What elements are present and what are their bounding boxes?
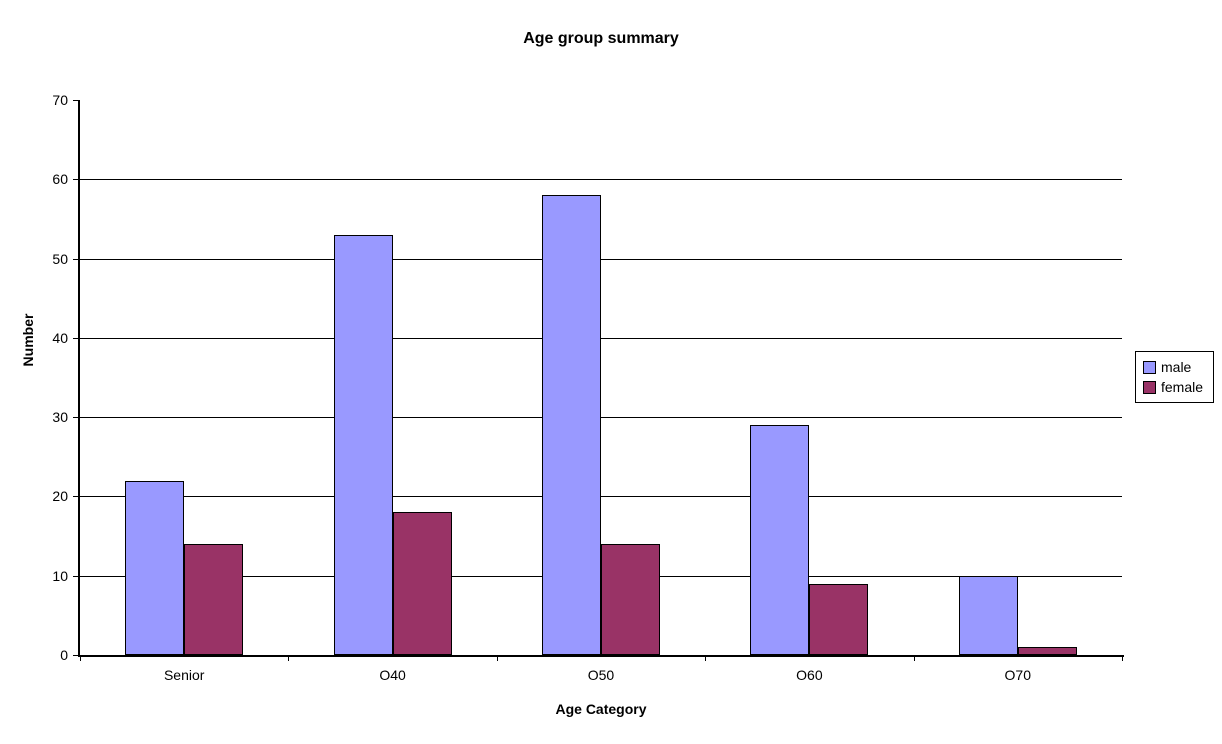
x-tick-5 — [1122, 655, 1123, 661]
y-tick-70 — [73, 100, 80, 101]
y-tick-60 — [73, 179, 80, 181]
y-tick-label-70: 70 — [52, 92, 68, 108]
gridline-20 — [80, 496, 1122, 498]
y-tick-label-10: 10 — [52, 567, 68, 584]
gridline-60 — [80, 179, 1122, 181]
y-tick-label-0: 0 — [60, 647, 68, 663]
x-axis-title: Age Category — [555, 701, 647, 717]
chart-title: Age group summary — [523, 30, 679, 47]
y-tick-label-40: 40 — [52, 329, 68, 346]
bar-female-O70 — [1017, 647, 1077, 655]
bar-female-O40 — [392, 512, 452, 655]
bar-female-O50 — [601, 544, 660, 655]
bar-female-Senior — [184, 544, 244, 655]
y-tick-label-60: 60 — [52, 171, 68, 188]
y-tick-label-50: 50 — [52, 250, 68, 267]
legend-label-male: male — [1161, 359, 1192, 375]
y-tick-30 — [73, 417, 80, 419]
bar-male-O40 — [333, 234, 393, 655]
gridline-30 — [80, 417, 1122, 419]
bar-female-O60 — [809, 583, 869, 655]
x-axis-line — [78, 655, 1124, 657]
x-tick-4 — [913, 655, 915, 661]
male-series-swatch-icon — [1143, 360, 1156, 374]
y-axis-line — [78, 100, 80, 657]
female-series-swatch-icon — [1143, 380, 1156, 394]
x-category-label-O70: O70 — [1004, 667, 1032, 683]
legend: male female — [1135, 351, 1214, 403]
y-tick-50 — [73, 258, 80, 260]
x-category-label-Senior: Senior — [163, 667, 205, 683]
bar-male-Senior — [125, 480, 185, 655]
x-tick-3 — [705, 655, 707, 661]
y-tick-20 — [73, 496, 80, 498]
bar-male-O50 — [542, 195, 601, 655]
x-tick-1 — [288, 655, 290, 661]
y-tick-label-30: 30 — [52, 409, 68, 426]
y-tick-10 — [73, 575, 80, 577]
x-category-label-O40: O40 — [379, 667, 406, 683]
legend-item-female: female — [1143, 377, 1211, 397]
y-tick-40 — [73, 337, 80, 339]
gridline-50 — [80, 258, 1122, 260]
x-category-label-O50: O50 — [587, 667, 615, 683]
x-tick-0 — [80, 655, 81, 661]
legend-label-female: female — [1161, 379, 1204, 395]
gridline-40 — [80, 337, 1122, 339]
y-tick-label-20: 20 — [52, 488, 68, 505]
bar-male-O60 — [750, 425, 810, 655]
x-tick-2 — [496, 655, 498, 661]
y-tick-0 — [73, 655, 80, 656]
bar-male-O70 — [958, 575, 1018, 655]
legend-item-male: male — [1143, 357, 1211, 377]
x-category-label-O60: O60 — [796, 667, 823, 683]
